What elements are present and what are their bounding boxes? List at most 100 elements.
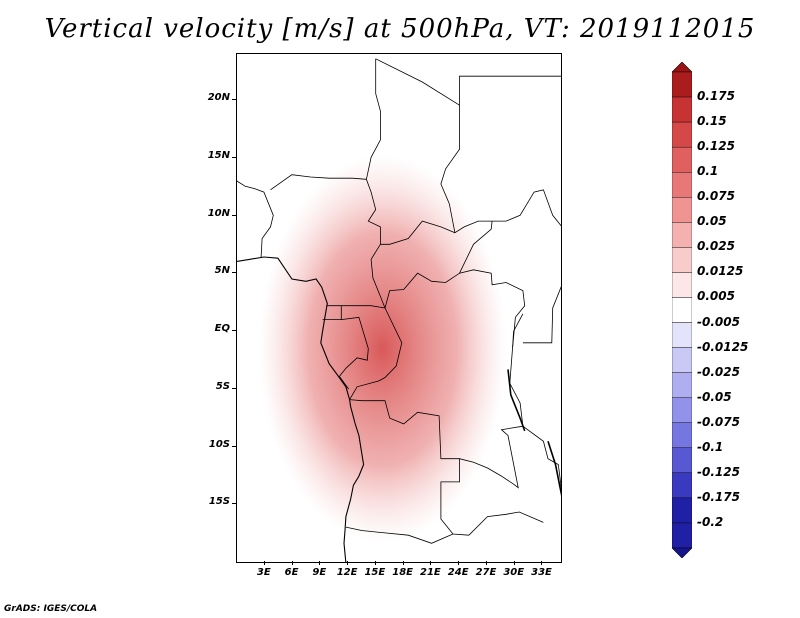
colorbar-level-label: 0.05	[697, 214, 727, 229]
colorbar-swatch	[671, 172, 693, 198]
colorbar-level-label: -0.0125	[697, 339, 749, 354]
colorbar-swatch	[671, 522, 693, 549]
colorbar-level-label: -0.025	[697, 364, 740, 379]
colorbar-level-label: -0.1	[697, 439, 724, 454]
country-border	[459, 75, 562, 106]
vertical-velocity-field	[236, 53, 562, 563]
country-border	[366, 58, 381, 180]
lat-tick-label: 5N	[214, 265, 230, 277]
colorbar-level-label: 0.125	[697, 139, 735, 154]
colorbar-swatch	[671, 146, 693, 173]
colorbar-swatch	[671, 447, 693, 474]
colorbar-swatch	[671, 422, 693, 448]
colorbar	[671, 61, 693, 559]
colorbar-level-label: 0.005	[697, 289, 735, 304]
lat-tick-label: 20N	[207, 92, 230, 104]
colorbar-swatch	[671, 347, 693, 373]
lat-tick-mark	[232, 330, 236, 332]
colorbar-bottom-arrow	[671, 547, 693, 559]
lat-tick-label: 10N	[207, 207, 230, 219]
country-border	[468, 511, 544, 536]
lat-tick-mark	[232, 99, 236, 101]
lat-tick-mark	[232, 503, 236, 505]
country-border	[345, 526, 454, 544]
map-plot-area	[236, 53, 562, 563]
colorbar-level-label: 0.1	[697, 164, 719, 179]
lat-tick-label: 10S	[208, 438, 230, 450]
lon-tick-label: 30E	[503, 567, 525, 578]
country-border	[270, 174, 367, 191]
lon-tick-label: 6E	[284, 567, 299, 578]
country-border	[459, 425, 523, 489]
colorbar-level-label: 0.075	[697, 189, 735, 204]
country-border	[322, 305, 342, 320]
colorbar-level-label: 0.15	[697, 114, 727, 129]
lon-tick-label: 33E	[531, 567, 552, 578]
footer-credit: GrADS: IGES/COLA	[4, 604, 98, 614]
lon-tick-mark	[347, 561, 349, 565]
lat-tick-mark	[232, 156, 236, 158]
country-border	[492, 189, 562, 228]
country-border	[459, 221, 493, 274]
lon-tick-mark	[458, 561, 460, 565]
lon-tick-label: 27E	[475, 567, 497, 578]
country-border	[522, 284, 562, 344]
colorbar-level-label: -0.05	[697, 389, 732, 404]
lon-tick-mark	[513, 561, 515, 565]
colorbar-level-label: -0.005	[697, 314, 740, 329]
colorbar-swatch	[671, 247, 693, 273]
country-border	[380, 220, 456, 245]
colorbar-level-label: 0.025	[697, 239, 735, 254]
colorbar-top-arrow	[671, 61, 693, 73]
lon-tick-label: 12E	[336, 567, 358, 578]
lon-tick-label: 24E	[447, 567, 469, 578]
lat-tick-label: 15N	[207, 149, 230, 161]
colorbar-level-label: -0.075	[697, 414, 740, 429]
lon-tick-mark	[402, 561, 404, 565]
colorbar-level-label: -0.2	[697, 514, 724, 529]
colorbar-swatch	[671, 472, 693, 499]
colorbar-swatch	[671, 121, 693, 148]
colorbar-level-label: -0.175	[697, 489, 740, 504]
colorbar-swatch	[671, 497, 693, 524]
colorbar-swatch	[671, 372, 693, 398]
colorbar-swatch	[671, 71, 693, 98]
country-border	[339, 376, 350, 390]
colorbar-swatch	[671, 197, 693, 223]
country-border	[327, 179, 386, 309]
colorbar-swatches	[671, 61, 693, 559]
colorbar-level-label: 0.175	[697, 89, 735, 104]
lon-tick-mark	[263, 561, 265, 565]
colorbar-swatch	[671, 272, 693, 298]
lat-tick-mark	[232, 272, 236, 274]
lon-tick-label: 18E	[392, 567, 413, 578]
lon-tick-label: 3E	[256, 567, 271, 578]
lat-tick-label: EQ	[214, 323, 230, 335]
coastline	[236, 256, 365, 563]
colorbar-level-label: -0.125	[697, 464, 740, 479]
colorbar-swatch	[671, 297, 693, 323]
lon-tick-mark	[430, 561, 432, 565]
lat-tick-label: 5S	[215, 380, 230, 392]
country-border	[522, 425, 562, 494]
country-border	[236, 180, 274, 258]
lon-tick-mark	[319, 561, 321, 565]
map-title: Vertical velocity [m/s] at 500hPa, VT: 2…	[44, 14, 756, 44]
country-border	[375, 58, 493, 234]
lat-tick-mark	[232, 214, 236, 216]
lat-tick-label: 15S	[208, 496, 230, 508]
country-border	[349, 399, 469, 536]
country-border	[339, 316, 369, 377]
lon-tick-mark	[374, 561, 376, 565]
colorbar-swatch	[671, 222, 693, 248]
lon-tick-label: 21E	[420, 567, 441, 578]
lon-tick-mark	[485, 561, 487, 565]
country-border	[509, 313, 524, 427]
colorbar-swatch	[671, 96, 693, 123]
lon-tick-label: 9E	[312, 567, 327, 578]
colorbar-swatch	[671, 397, 693, 423]
lat-tick-mark	[232, 387, 236, 389]
colorbar-swatch	[671, 322, 693, 348]
lon-tick-mark	[291, 561, 293, 565]
country-border	[384, 269, 526, 348]
